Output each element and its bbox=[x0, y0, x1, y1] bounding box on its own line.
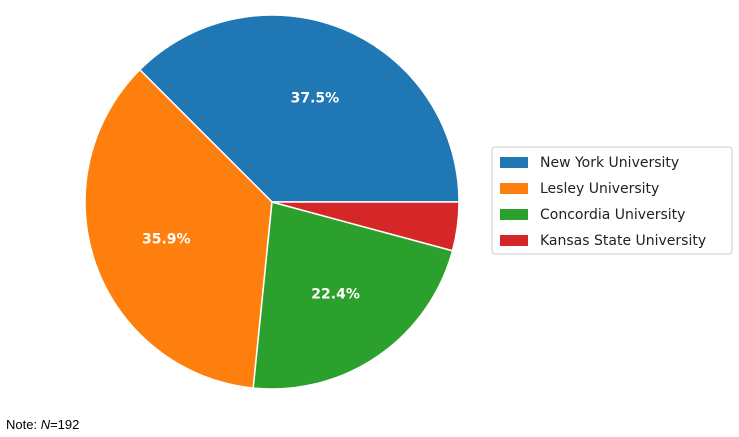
slice-label-3: 22.4% bbox=[311, 286, 360, 302]
slice-label-1: 37.5% bbox=[291, 90, 340, 106]
note-prefix: Note: bbox=[6, 417, 41, 432]
slice-labels: 37.5% 35.9% 22.4% bbox=[142, 90, 360, 302]
slice-label-2: 35.9% bbox=[142, 232, 191, 248]
legend: New York University Lesley University Conc… bbox=[491, 146, 733, 255]
note-n-value: =192 bbox=[50, 417, 80, 432]
pie-slice-1 bbox=[139, 14, 460, 203]
legend-frame bbox=[491, 146, 733, 255]
legend-swatch-3 bbox=[500, 209, 528, 220]
legend-label-3: Concordia University bbox=[540, 207, 685, 223]
legend-swatch-4 bbox=[500, 235, 528, 246]
legend-label-1: New York University bbox=[540, 155, 679, 171]
legend-label-4: Kansas State University bbox=[540, 233, 706, 249]
pie-slice-2 bbox=[84, 69, 273, 389]
pie-slice-3 bbox=[252, 201, 454, 390]
note-text: Note: N=192 bbox=[6, 417, 79, 432]
legend-swatch-1 bbox=[500, 157, 528, 168]
pie-slice-4 bbox=[271, 201, 460, 252]
legend-label-2: Lesley University bbox=[540, 181, 659, 197]
note-n-symbol: N bbox=[40, 417, 51, 432]
pie-slices bbox=[84, 14, 460, 390]
legend-swatch-2 bbox=[500, 183, 528, 194]
